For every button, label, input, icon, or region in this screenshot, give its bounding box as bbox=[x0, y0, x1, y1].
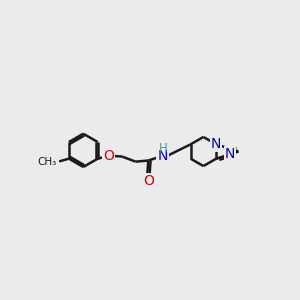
Text: N: N bbox=[211, 137, 221, 151]
Text: O: O bbox=[143, 174, 154, 188]
Text: N: N bbox=[225, 147, 235, 161]
Text: O: O bbox=[103, 149, 114, 163]
Text: N: N bbox=[158, 149, 168, 163]
Text: H: H bbox=[159, 142, 168, 155]
Text: CH₃: CH₃ bbox=[38, 157, 57, 167]
